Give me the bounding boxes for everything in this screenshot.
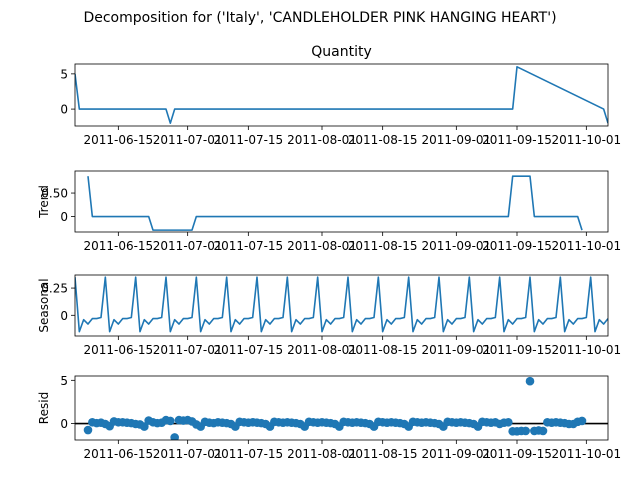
x-tick-label: 2011-08-15 [348, 447, 418, 461]
x-tick-label: 2011-10-01 [551, 343, 621, 357]
data-layer [75, 276, 608, 333]
scatter-point [521, 426, 530, 436]
x-tick-label: 2011-09-15 [482, 239, 552, 253]
axes-frame [74, 274, 609, 337]
axes-frame [74, 170, 609, 233]
scatter-point [170, 433, 179, 440]
x-tick-label: 2011-10-01 [551, 133, 621, 147]
x-tick-label: 2011-06-15 [83, 447, 153, 461]
scatter-point [538, 426, 548, 436]
x-tick-label: 2011-09-15 [482, 447, 552, 461]
figure-suptitle: Decomposition for ('Italy', 'CANDLEHOLDE… [83, 10, 556, 26]
y-tick-label: 0 [60, 417, 68, 431]
scatter-point [504, 417, 513, 427]
axes-frame [74, 375, 609, 441]
x-tick-label: 2011-07-15 [213, 133, 283, 147]
x-tick-label: 2011-07-01 [153, 343, 223, 357]
x-tick-label: 2011-07-15 [213, 343, 283, 357]
x-tick-label: 2011-08-01 [287, 447, 357, 461]
data-layer [75, 376, 608, 440]
scatter-point [166, 416, 175, 426]
x-tick-label: 2011-06-15 [83, 343, 153, 357]
subplot-2: Seasonal 0 0.25 2011-06-15 2011-07-012011-07… [37, 274, 621, 357]
x-tick-label: 2011-09-01 [421, 343, 491, 357]
subplot-1: Trend 0 0.50 2011-06-15 2011-07-012011-07-15… [37, 170, 621, 253]
x-tick-label: 2011-07-15 [213, 447, 283, 461]
x-tick-label: 2011-06-15 [83, 239, 153, 253]
x-tick-label: 2011-07-15 [213, 239, 283, 253]
x-tick-label: 2011-08-01 [287, 133, 357, 147]
scatter-point [140, 422, 149, 431]
subplot-title: Quantity [311, 44, 372, 60]
y-tick-label: 5 [60, 374, 68, 388]
subplot-0: Quantity 0 5 2011-06-15 2011-07-012011-07-15… [60, 44, 621, 147]
y-axis-label: Trend [37, 185, 51, 219]
series-line [75, 276, 608, 333]
scatter-point [577, 416, 587, 426]
y-tick-label: 0 [60, 103, 68, 117]
x-tick-label: 2011-10-01 [551, 447, 621, 461]
x-tick-label: 2011-08-15 [348, 133, 418, 147]
x-tick-label: 2011-06-15 [83, 133, 153, 147]
x-tick-label: 2011-07-01 [153, 239, 223, 253]
scatter-point [83, 425, 93, 435]
x-tick-label: 2011-08-15 [348, 343, 418, 357]
data-layer [87, 175, 583, 231]
scatter-point [525, 376, 535, 386]
data-layer [75, 66, 608, 124]
x-tick-label: 2011-09-01 [421, 239, 491, 253]
axes-frame [74, 63, 609, 127]
y-axis-label: Resid [37, 392, 51, 424]
x-tick-label: 2011-10-01 [551, 239, 621, 253]
y-tick-label: 5 [60, 67, 68, 81]
y-tick-label: 0 [60, 309, 68, 323]
x-tick-label: 2011-09-01 [421, 447, 491, 461]
x-tick-label: 2011-08-01 [287, 343, 357, 357]
y-tick-label: 0.25 [41, 282, 68, 296]
y-axis-label: Seasonal [37, 278, 51, 332]
x-tick-label: 2011-07-01 [153, 133, 223, 147]
x-tick-label: 2011-09-15 [482, 343, 552, 357]
x-tick-label: 2011-08-01 [287, 239, 357, 253]
y-tick-label: 0 [60, 210, 68, 224]
x-tick-label: 2011-09-01 [421, 133, 491, 147]
series-line [87, 175, 583, 231]
series-line [75, 66, 608, 124]
x-tick-label: 2011-08-15 [348, 239, 418, 253]
y-tick-label: 0.50 [41, 187, 68, 201]
x-tick-label: 2011-07-01 [153, 447, 223, 461]
x-tick-label: 2011-09-15 [482, 133, 552, 147]
